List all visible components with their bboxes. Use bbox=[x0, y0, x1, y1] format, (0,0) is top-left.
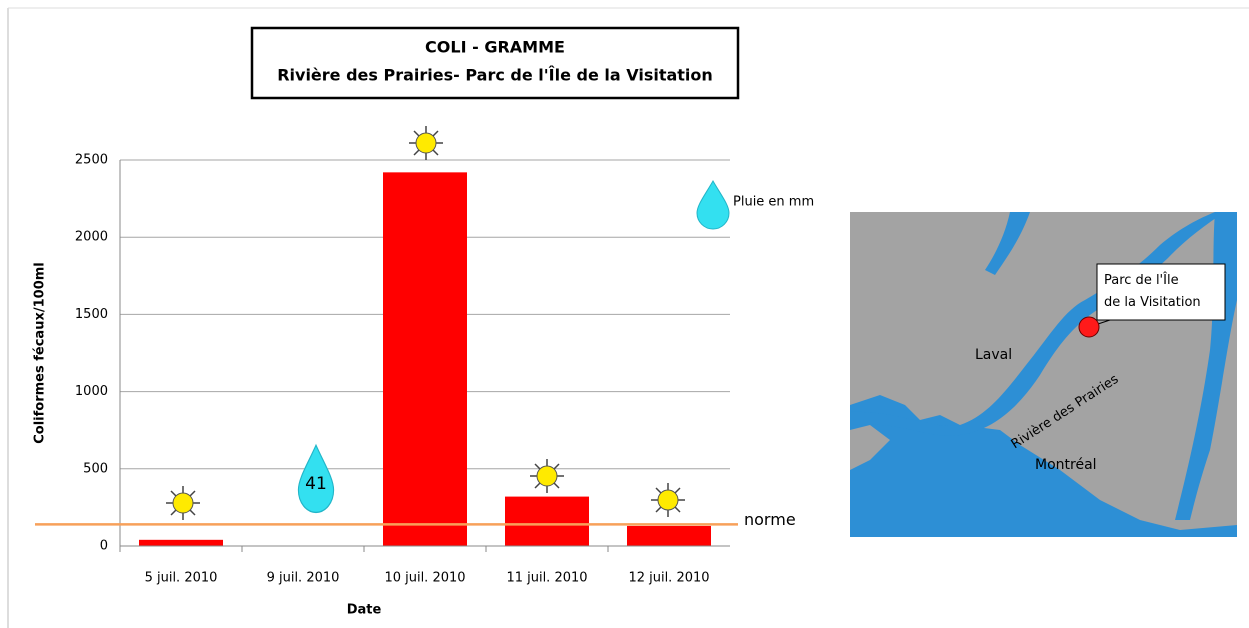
map: Parc de l'Île de la Visitation Laval Mont… bbox=[850, 212, 1237, 537]
y-tick-label: 2500 bbox=[75, 153, 108, 168]
x-tick-label: 12 juil. 2010 bbox=[628, 571, 709, 586]
chart-title: COLI - GRAMME bbox=[425, 38, 565, 57]
y-tick-label: 1500 bbox=[75, 307, 108, 322]
weather-icon bbox=[650, 482, 686, 518]
bar bbox=[383, 172, 467, 547]
weather-icon bbox=[529, 458, 565, 494]
x-tick-label: 11 juil. 2010 bbox=[506, 571, 587, 586]
map-river bbox=[850, 212, 1225, 436]
rain-legend: Pluie en mm bbox=[733, 195, 814, 210]
title-box bbox=[250, 26, 740, 100]
x-tick-label: 10 juil. 2010 bbox=[384, 571, 465, 586]
y-tick-label: 500 bbox=[83, 461, 108, 476]
location-marker bbox=[1078, 316, 1100, 338]
x-axis-label: Date bbox=[347, 603, 382, 618]
bar bbox=[139, 539, 223, 546]
weather-icon bbox=[165, 485, 201, 521]
callout-box bbox=[1096, 263, 1226, 321]
chart-subtitle: Rivière des Prairies- Parc de l'Île de l… bbox=[277, 66, 713, 85]
x-tick-label: 5 juil. 2010 bbox=[145, 571, 218, 586]
bar bbox=[505, 496, 589, 546]
map-label: Montréal bbox=[1035, 457, 1097, 473]
reference-label: norme bbox=[744, 510, 796, 529]
map-callout: Parc de l'Île de la Visitation bbox=[1104, 272, 1201, 310]
map-water bbox=[985, 212, 1030, 275]
bar bbox=[627, 525, 711, 546]
plot: 0 500 1000 1500 2000 2500 5 juil. 2010 9 juil. … bbox=[35, 153, 796, 586]
y-axis-label: Coliformes fécaux/100ml bbox=[33, 262, 48, 444]
x-tick-label: 9 juil. 2010 bbox=[267, 571, 340, 586]
y-tick-label: 2000 bbox=[75, 230, 108, 245]
rain-legend-icon bbox=[696, 180, 730, 230]
y-tick-label: 0 bbox=[100, 539, 108, 554]
weather-icon bbox=[408, 125, 444, 161]
rain-label: 41 bbox=[305, 474, 327, 494]
y-tick-label: 1000 bbox=[75, 384, 108, 399]
map-label: Laval bbox=[975, 347, 1012, 363]
